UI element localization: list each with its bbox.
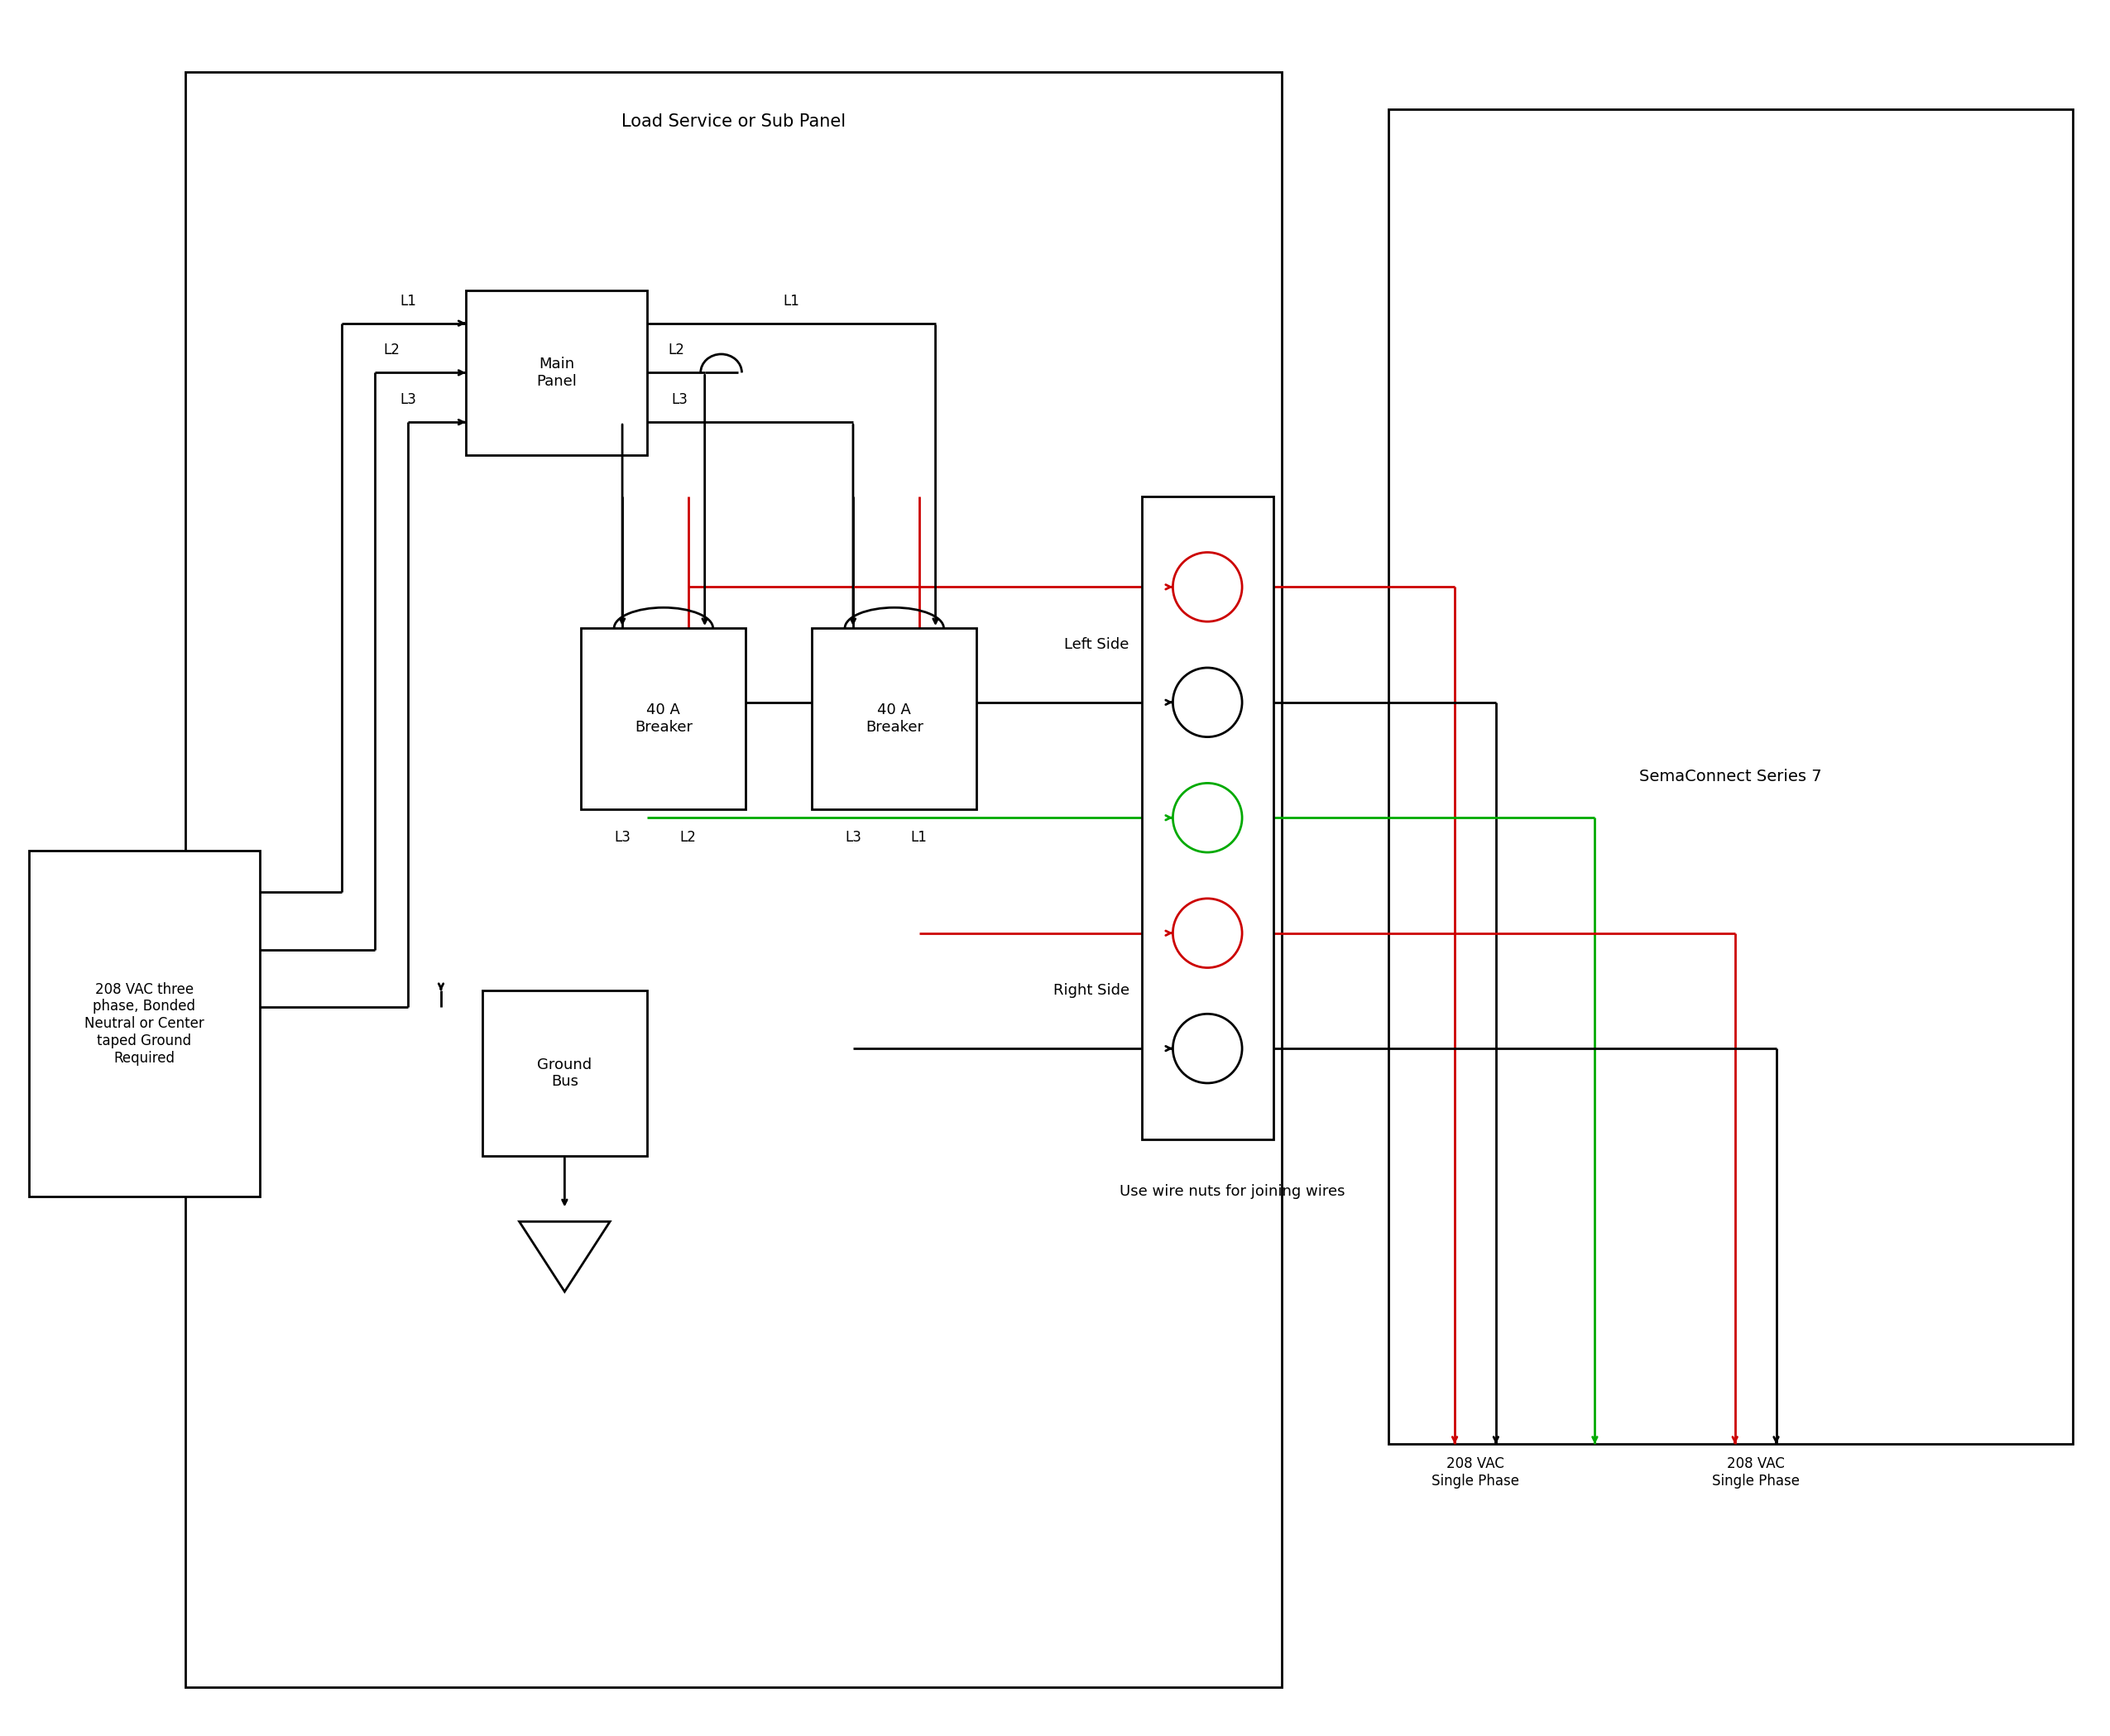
Text: L3: L3 <box>614 830 631 845</box>
Text: Ground
Bus: Ground Bus <box>538 1057 593 1088</box>
Bar <box>812 628 977 809</box>
Text: 40 A
Breaker: 40 A Breaker <box>865 703 924 734</box>
Text: L1: L1 <box>399 293 416 309</box>
Text: Load Service or Sub Panel: Load Service or Sub Panel <box>622 113 846 130</box>
Bar <box>580 628 747 809</box>
Text: 208 VAC
Single Phase: 208 VAC Single Phase <box>1711 1457 1800 1488</box>
Bar <box>466 290 648 455</box>
Bar <box>483 991 648 1156</box>
Text: Main
Panel: Main Panel <box>536 356 576 389</box>
Circle shape <box>1173 668 1243 738</box>
Text: L1: L1 <box>783 293 800 309</box>
Text: 208 VAC
Single Phase: 208 VAC Single Phase <box>1431 1457 1519 1488</box>
Text: SemaConnect Series 7: SemaConnect Series 7 <box>1639 769 1823 785</box>
Text: 40 A
Breaker: 40 A Breaker <box>635 703 692 734</box>
Bar <box>30 851 260 1196</box>
Text: L1: L1 <box>912 830 926 845</box>
Text: Right Side: Right Side <box>1053 983 1129 998</box>
Text: L3: L3 <box>671 392 688 408</box>
Text: L2: L2 <box>667 344 684 358</box>
Text: L3: L3 <box>399 392 416 408</box>
Bar <box>1142 496 1274 1139</box>
Text: Left Side: Left Side <box>1063 637 1129 653</box>
Text: L2: L2 <box>384 344 399 358</box>
Text: L2: L2 <box>679 830 696 845</box>
Circle shape <box>1173 783 1243 852</box>
Bar <box>186 71 1281 1687</box>
Text: L3: L3 <box>844 830 861 845</box>
Bar <box>1388 109 2072 1444</box>
Text: 208 VAC three
phase, Bonded
Neutral or Center
taped Ground
Required: 208 VAC three phase, Bonded Neutral or C… <box>84 983 205 1066</box>
Text: Use wire nuts for joining wires: Use wire nuts for joining wires <box>1120 1184 1344 1200</box>
Circle shape <box>1173 1014 1243 1083</box>
Circle shape <box>1173 899 1243 967</box>
Circle shape <box>1173 552 1243 621</box>
